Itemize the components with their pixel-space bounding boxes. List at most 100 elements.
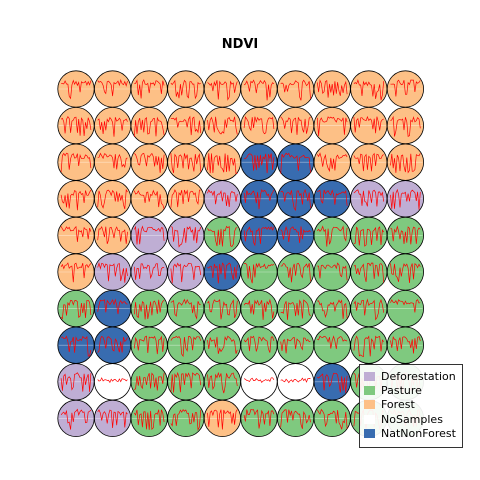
ndvi-trace — [134, 372, 165, 391]
grid-cell — [167, 289, 205, 328]
grid-cell — [240, 180, 278, 218]
ndvi-trace — [316, 116, 348, 137]
grid-cell — [386, 106, 424, 145]
grid-cell — [313, 180, 351, 218]
ndvi-trace — [207, 371, 238, 394]
grid-cell — [276, 106, 315, 145]
grid-cell — [57, 326, 95, 364]
ndvi-trace — [390, 336, 421, 354]
grid-cell — [313, 70, 351, 108]
grid-cell — [57, 180, 95, 218]
ndvi-trace — [390, 299, 421, 313]
ndvi-trace — [207, 80, 238, 101]
ndvi-trace — [207, 262, 238, 284]
ndvi-trace — [280, 225, 311, 244]
grid-cell — [350, 253, 388, 291]
legend-label: Deforestation — [381, 369, 456, 383]
grid-cell — [386, 326, 424, 364]
ndvi-trace — [97, 116, 128, 137]
grid-cell — [203, 216, 241, 254]
ndvi-trace — [243, 189, 275, 210]
ndvi-trace — [353, 262, 385, 283]
ndvi-trace — [390, 263, 421, 284]
legend-swatch — [364, 429, 375, 439]
ndvi-trace — [97, 152, 128, 170]
legend: Deforestation Pasture Forest NoSamples N… — [359, 364, 463, 448]
grid-cell — [203, 363, 241, 401]
ndvi-trace — [170, 335, 202, 358]
grid-cell — [203, 326, 241, 364]
grid-cell — [350, 106, 388, 145]
ndvi-trace — [280, 152, 311, 174]
grid-cell — [240, 363, 278, 401]
grid-cell — [240, 143, 278, 181]
grid-cell — [57, 106, 95, 145]
grid-cell — [203, 70, 241, 108]
ndvi-trace — [97, 298, 128, 315]
ndvi-trace — [133, 263, 165, 280]
grid-cell — [350, 326, 388, 364]
grid-cell — [240, 216, 278, 254]
grid-cell — [130, 253, 168, 291]
grid-cell — [386, 143, 424, 181]
grid-cell — [167, 216, 205, 254]
grid-cell — [276, 253, 315, 291]
ndvi-trace — [243, 226, 275, 247]
grid-cell — [313, 326, 351, 364]
ndvi-trace — [97, 188, 128, 210]
grid-cell — [93, 143, 132, 181]
ndvi-trace — [353, 226, 384, 247]
legend-swatch — [364, 371, 375, 381]
ndvi-trace — [133, 225, 165, 245]
grid-cell — [350, 289, 388, 328]
grid-cell — [276, 143, 315, 181]
ndvi-trace — [97, 409, 128, 429]
grid-cell — [203, 399, 241, 437]
ndvi-trace — [60, 408, 92, 430]
legend-label: NatNonForest — [381, 427, 456, 441]
ndvi-trace — [243, 116, 275, 135]
ndvi-trace — [353, 298, 385, 321]
grid-cell — [57, 253, 95, 291]
legend-label: Forest — [381, 398, 415, 412]
grid-cell — [203, 289, 241, 328]
ndvi-trace — [60, 152, 92, 173]
ndvi-trace — [60, 225, 92, 242]
ndvi-trace — [317, 225, 348, 247]
grid-cell — [350, 180, 388, 218]
ndvi-trace — [243, 377, 275, 383]
grid-cell — [167, 326, 205, 364]
legend-item-forest: Forest — [364, 398, 462, 412]
grid-cell — [167, 143, 205, 181]
grid-cell — [240, 253, 278, 291]
ndvi-trace — [60, 189, 92, 211]
grid-cell — [350, 216, 388, 254]
grid-cell — [276, 70, 315, 108]
ndvi-trace — [280, 377, 311, 384]
ndvi-trace — [280, 188, 311, 211]
grid-cell — [130, 289, 168, 328]
ndvi-trace — [280, 336, 311, 354]
ndvi-trace — [390, 79, 421, 97]
grid-cell — [93, 326, 132, 364]
ndvi-trace — [207, 189, 238, 208]
legend-label: NoSamples — [381, 412, 443, 426]
grid-cell — [313, 363, 351, 401]
ndvi-trace — [317, 299, 348, 319]
ndvi-trace — [243, 298, 275, 320]
grid-cell — [240, 70, 278, 108]
ndvi-trace — [207, 116, 238, 135]
grid-cell — [130, 216, 168, 254]
ndvi-trace — [60, 262, 92, 283]
ndvi-trace — [280, 262, 311, 283]
grid-cell — [57, 143, 95, 181]
ndvi-trace — [317, 152, 348, 173]
grid-cell — [276, 363, 315, 401]
ndvi-trace — [243, 335, 275, 353]
ndvi-trace — [280, 409, 311, 429]
grid-cell — [130, 106, 168, 145]
grid-cell — [57, 70, 95, 108]
grid-cell — [386, 180, 424, 218]
grid-cell — [167, 399, 205, 437]
ndvi-trace — [207, 335, 238, 354]
